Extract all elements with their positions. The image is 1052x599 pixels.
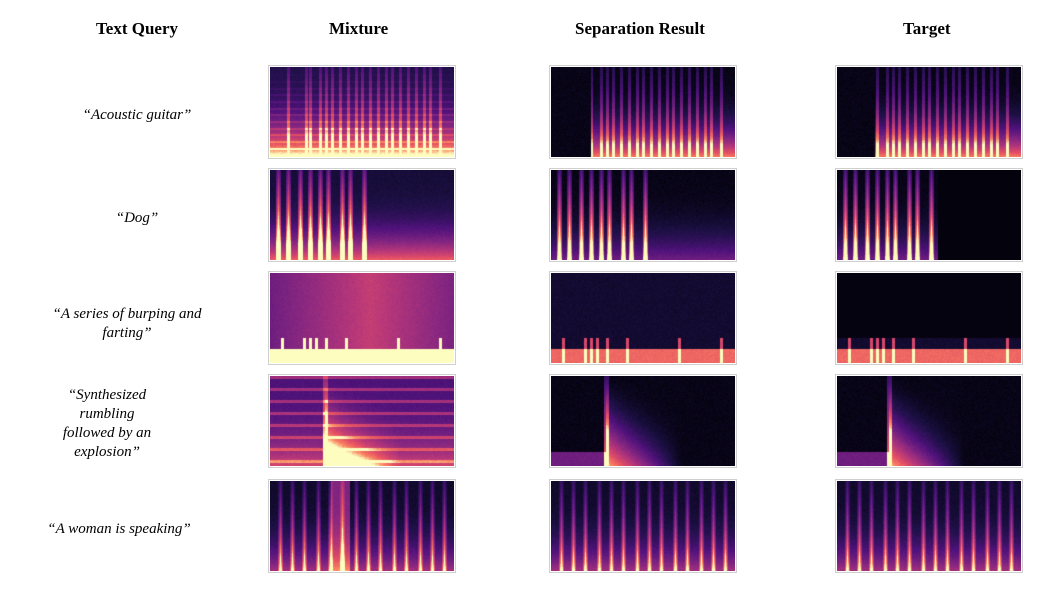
spectrogram-canvas bbox=[837, 481, 1021, 571]
spectrogram-canvas bbox=[551, 67, 735, 157]
target-spectrogram-burping bbox=[835, 271, 1023, 365]
spectrogram-canvas bbox=[270, 376, 454, 466]
spectrogram-canvas bbox=[837, 376, 1021, 466]
target-spectrogram-dog bbox=[835, 168, 1023, 262]
query-rumbling-explosion: “Synthesized rumbling followed by an exp… bbox=[62, 387, 152, 460]
spectrogram-canvas bbox=[551, 273, 735, 363]
target-spectrogram-explosion bbox=[835, 374, 1023, 468]
spectrogram-canvas bbox=[837, 273, 1021, 363]
mixture-spectrogram-acoustic-guitar bbox=[268, 65, 456, 159]
spectrogram-canvas bbox=[551, 481, 735, 571]
mixture-spectrogram-dog bbox=[268, 168, 456, 262]
spectrogram-canvas bbox=[837, 67, 1021, 157]
query-acoustic-guitar: “Acoustic guitar” bbox=[82, 107, 192, 123]
separation-spectrogram-dog bbox=[549, 168, 737, 262]
header-text-query: Text Query bbox=[96, 19, 179, 38]
mixture-spectrogram-burping bbox=[268, 271, 456, 365]
target-spectrogram-woman-speaking bbox=[835, 479, 1023, 573]
spectrogram-canvas bbox=[270, 481, 454, 571]
spectrogram-canvas bbox=[551, 376, 735, 466]
separation-spectrogram-burping bbox=[549, 271, 737, 365]
spectrogram-canvas bbox=[837, 170, 1021, 260]
query-dog: “Dog” bbox=[115, 210, 159, 226]
mixture-spectrogram-woman-speaking bbox=[268, 479, 456, 573]
separation-spectrogram-woman-speaking bbox=[549, 479, 737, 573]
mixture-spectrogram-explosion bbox=[268, 374, 456, 468]
header-separation-result: Separation Result bbox=[575, 19, 705, 38]
query-burping-farting: “A series of burping and farting” bbox=[52, 306, 202, 341]
spectrogram-canvas bbox=[270, 273, 454, 363]
spectrogram-canvas bbox=[270, 67, 454, 157]
spectrogram-canvas bbox=[270, 170, 454, 260]
target-spectrogram-acoustic-guitar bbox=[835, 65, 1023, 159]
spectrogram-canvas bbox=[551, 170, 735, 260]
header-mixture: Mixture bbox=[329, 19, 389, 38]
separation-spectrogram-explosion bbox=[549, 374, 737, 468]
query-woman-speaking: “A woman is speaking” bbox=[47, 521, 191, 537]
header-target: Target bbox=[903, 19, 951, 38]
separation-spectrogram-acoustic-guitar bbox=[549, 65, 737, 159]
